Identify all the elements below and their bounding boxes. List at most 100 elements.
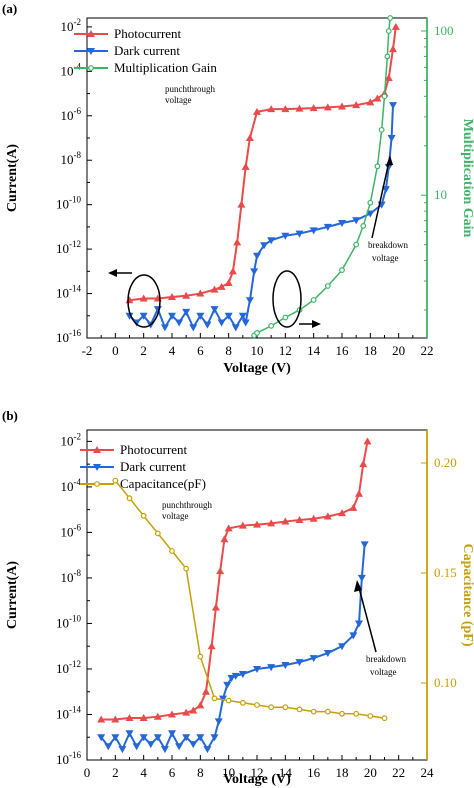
series-0-point (224, 278, 233, 286)
series-1-point (253, 252, 261, 260)
legend-swatch-marker (88, 65, 94, 71)
x-tick-label: 2 (140, 343, 147, 358)
y-tick-label: 10-6 (61, 106, 82, 123)
series-0-point (233, 238, 242, 246)
series-2-point (353, 241, 360, 248)
x-tick-label: 16 (336, 343, 350, 358)
series-0-point (389, 45, 397, 53)
panel-b-series (97, 437, 388, 754)
series-1-point (132, 743, 141, 751)
series-1-point (175, 319, 184, 327)
y2-tick-label: 10 (434, 187, 447, 202)
series-1-point (139, 734, 148, 742)
x-tick-label: 0 (84, 765, 91, 780)
series-0-point (168, 710, 176, 718)
series-1-point (111, 734, 120, 742)
series-0-point (207, 642, 216, 650)
x-tick-label: 20 (392, 343, 405, 358)
series-1-point (231, 672, 240, 680)
series-2-point (360, 223, 367, 229)
legend-swatch-marker (94, 481, 100, 487)
x-tick-label: 4 (140, 765, 147, 780)
series-1-point (309, 655, 318, 663)
x-tick-label: -2 (82, 343, 93, 358)
panel-a-y-ticks: 10-16 10-14 10-12 10-10 10-8 10-6 10-4 10-2 (56, 17, 92, 345)
series-0-point (241, 162, 250, 170)
series-0-point (168, 292, 176, 300)
series-0-point (366, 98, 375, 106)
panel-b-x-axis-label: Voltage (V) (223, 772, 291, 787)
series-2-point (381, 715, 388, 722)
series-0-point (182, 708, 191, 716)
series-1-point (104, 743, 113, 751)
legend-label: Dark current (120, 459, 186, 474)
series-1-point (223, 681, 232, 689)
panel-a-breakdown-arrowhead (386, 155, 393, 166)
panel-b: (b) 0 2 4 6 8 10 12 14 16 18 20 22 24 10-1610-1410-1… (2, 408, 474, 787)
series-1-point (250, 268, 259, 276)
series-2-point (367, 713, 374, 719)
series-1-point (245, 297, 254, 305)
panel-a-right-axis-ellipse (272, 270, 302, 328)
y2-tick-label: 0.20 (434, 455, 457, 470)
series-1-point (153, 734, 162, 742)
panel-a-x-ticks: -2 0 2 4 6 8 10 12 14 16 18 20 22 (82, 333, 434, 358)
series-2-point (374, 163, 381, 170)
series-0-point (384, 74, 393, 82)
series-0-point (281, 517, 290, 525)
panel-b-x-ticks: 0 2 4 6 8 10 12 14 16 18 20 22 24 (84, 755, 434, 780)
y-tick-label: 10-16 (56, 750, 81, 767)
series-0-point (349, 503, 358, 511)
panel-a: (a) -2 0 2 4 6 8 10 12 14 16 18 20 22 10-1610-1410-1… (2, 1, 474, 376)
series-1-point (227, 675, 236, 683)
series-2-point (353, 710, 360, 717)
series-1-point (281, 232, 290, 240)
series-line-1 (128, 105, 394, 330)
x-tick-label: 22 (392, 765, 405, 780)
series-0-point (323, 103, 332, 111)
series-2-point (381, 93, 388, 100)
panel-b-tag: (b) (2, 408, 18, 423)
panel-b-punchthrough-annotation-line2: voltage (162, 511, 189, 521)
series-0-point (363, 437, 372, 445)
y-tick-label: 10-2 (61, 431, 82, 448)
legend-swatch-marker (93, 464, 101, 471)
series-1-point (224, 312, 233, 320)
series-2-point (387, 15, 394, 21)
series-0-point (323, 512, 332, 520)
series-2-point (282, 704, 289, 711)
series-0-point (111, 715, 120, 723)
series-1-point (196, 312, 205, 320)
series-0-point (245, 134, 254, 141)
series-1-point (168, 312, 176, 320)
series-1-point (366, 210, 375, 218)
panel-a-x-axis-label: Voltage (V) (223, 361, 291, 376)
series-1-point (349, 632, 358, 640)
panel-b-y2-ticks: 0.10 0.15 0.20 (421, 430, 457, 760)
series-1-point (203, 321, 212, 329)
series-line-1 (100, 544, 366, 752)
panel-a-left-axis-ellipse (127, 274, 161, 328)
y-tick-label: 10-8 (61, 568, 82, 585)
x-tick-label: 18 (364, 343, 377, 358)
series-2-point (112, 477, 119, 484)
series-0-point (216, 567, 225, 575)
series-2-point (239, 699, 246, 706)
series-1-point (309, 227, 318, 235)
y-tick-label: 10-4 (61, 477, 82, 494)
series-2-point (254, 330, 260, 336)
x-tick-label: 16 (307, 765, 321, 780)
series-1-point (118, 746, 127, 754)
series-1-point (241, 319, 250, 327)
series-1-point (295, 659, 304, 667)
series-1-point (267, 237, 276, 245)
legend-swatch-marker (87, 48, 95, 55)
panel-a-series (125, 15, 400, 339)
series-0-point (352, 101, 361, 109)
x-tick-label: 10 (222, 765, 235, 780)
series-0-point (196, 701, 205, 709)
series-0-point (267, 105, 276, 113)
series-0-point (182, 291, 191, 299)
series-1-point (146, 741, 155, 749)
